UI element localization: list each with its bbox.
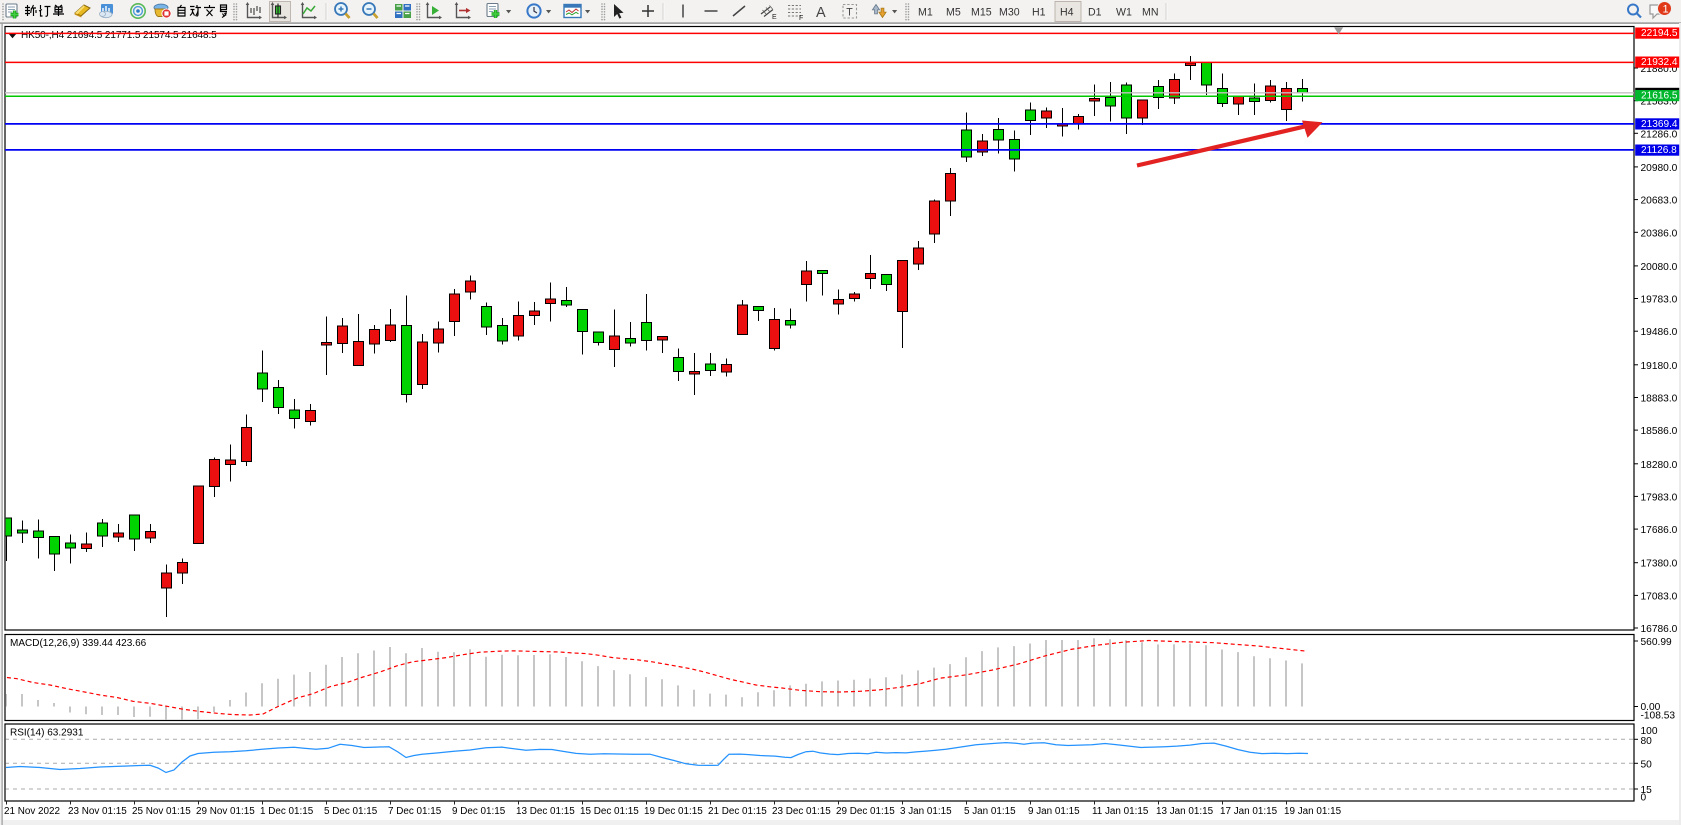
svg-text:9 Jan 01:15: 9 Jan 01:15 <box>1028 806 1080 817</box>
svg-text:0: 0 <box>1641 793 1647 804</box>
svg-text:11 Jan 01:15: 11 Jan 01:15 <box>1092 806 1149 817</box>
svg-text:20080.0: 20080.0 <box>1641 262 1678 273</box>
svg-text:MN: MN <box>1142 7 1158 19</box>
svg-text:17983.0: 17983.0 <box>1641 492 1678 503</box>
svg-text:17686.0: 17686.0 <box>1641 525 1678 536</box>
svg-text:17 Jan 01:15: 17 Jan 01:15 <box>1220 806 1278 817</box>
svg-text:21880.0: 21880.0 <box>1641 64 1678 75</box>
svg-text:19486.0: 19486.0 <box>1641 327 1678 338</box>
svg-text:18586.0: 18586.0 <box>1641 426 1678 437</box>
svg-text:13 Jan 01:15: 13 Jan 01:15 <box>1156 806 1214 817</box>
svg-text:21 Nov 2022: 21 Nov 2022 <box>4 806 60 817</box>
svg-text:1 Dec 01:15: 1 Dec 01:15 <box>260 806 314 817</box>
svg-text:19 Dec 01:15: 19 Dec 01:15 <box>644 806 703 817</box>
svg-text:19783.0: 19783.0 <box>1641 295 1678 306</box>
svg-text:T: T <box>846 7 853 19</box>
svg-text:W1: W1 <box>1116 7 1132 19</box>
svg-text:3 Jan 01:15: 3 Jan 01:15 <box>900 806 952 817</box>
svg-text:21126.8: 21126.8 <box>1641 145 1677 156</box>
svg-text:19 Jan 01:15: 19 Jan 01:15 <box>1284 806 1342 817</box>
svg-text:M30: M30 <box>999 7 1020 19</box>
svg-text:D1: D1 <box>1088 7 1102 19</box>
svg-text:80: 80 <box>1641 736 1653 747</box>
svg-text:21369.4: 21369.4 <box>1641 119 1678 130</box>
svg-text:25 Nov 01:15: 25 Nov 01:15 <box>132 806 191 817</box>
svg-text:29 Nov 01:15: 29 Nov 01:15 <box>196 806 255 817</box>
svg-text:MACD(12,26,9) 339.44 423.66: MACD(12,26,9) 339.44 423.66 <box>10 638 147 649</box>
svg-text:M15: M15 <box>971 7 992 19</box>
svg-text:21 Dec 01:15: 21 Dec 01:15 <box>708 806 767 817</box>
svg-text:M1: M1 <box>918 7 933 19</box>
svg-text:0.00: 0.00 <box>1641 702 1661 713</box>
svg-text:560.99: 560.99 <box>1641 637 1672 648</box>
svg-text:17380.0: 17380.0 <box>1641 559 1678 570</box>
svg-text:50: 50 <box>1641 759 1653 770</box>
svg-text:9 Dec 01:15: 9 Dec 01:15 <box>452 806 506 817</box>
svg-text:5 Jan 01:15: 5 Jan 01:15 <box>964 806 1016 817</box>
svg-text:M5: M5 <box>946 7 961 19</box>
svg-text:F: F <box>799 15 803 22</box>
svg-text:E: E <box>772 14 777 21</box>
svg-text:16786.0: 16786.0 <box>1641 624 1678 635</box>
svg-text:21932.4: 21932.4 <box>1641 57 1678 68</box>
svg-text:1: 1 <box>1663 4 1669 16</box>
svg-text:H4: H4 <box>1060 7 1074 19</box>
svg-text:5 Dec 01:15: 5 Dec 01:15 <box>324 806 378 817</box>
svg-text:HK50-,H4 21694.5 21771.5 2157: HK50-,H4 21694.5 21771.5 21574.5 21648.5 <box>21 30 217 41</box>
svg-text:15 Dec 01:15: 15 Dec 01:15 <box>580 806 639 817</box>
svg-text:7 Dec 01:15: 7 Dec 01:15 <box>388 806 442 817</box>
svg-text:RSI(14) 63.2931: RSI(14) 63.2931 <box>10 728 84 739</box>
svg-text:18280.0: 18280.0 <box>1641 460 1678 471</box>
svg-text:23 Dec 01:15: 23 Dec 01:15 <box>772 806 831 817</box>
svg-text:18883.0: 18883.0 <box>1641 394 1678 405</box>
svg-text:20683.0: 20683.0 <box>1641 196 1678 207</box>
svg-text:21583.0: 21583.0 <box>1641 97 1678 108</box>
svg-text:17083.0: 17083.0 <box>1641 591 1678 602</box>
svg-text:19180.0: 19180.0 <box>1641 361 1678 372</box>
svg-text:20386.0: 20386.0 <box>1641 228 1678 239</box>
svg-text:20980.0: 20980.0 <box>1641 163 1678 174</box>
svg-text:23 Nov 01:15: 23 Nov 01:15 <box>68 806 127 817</box>
svg-text:-108.53: -108.53 <box>1641 711 1676 722</box>
svg-text:21286.0: 21286.0 <box>1641 129 1678 140</box>
svg-text:H1: H1 <box>1032 7 1046 19</box>
svg-text:100: 100 <box>1641 726 1658 737</box>
svg-text:21616.5: 21616.5 <box>1641 91 1678 102</box>
svg-text:29 Dec 01:15: 29 Dec 01:15 <box>836 806 895 817</box>
svg-text:A: A <box>816 5 826 21</box>
svg-text:22194.5: 22194.5 <box>1641 28 1678 39</box>
svg-text:15: 15 <box>1641 785 1653 796</box>
svg-text:13 Dec 01:15: 13 Dec 01:15 <box>516 806 575 817</box>
